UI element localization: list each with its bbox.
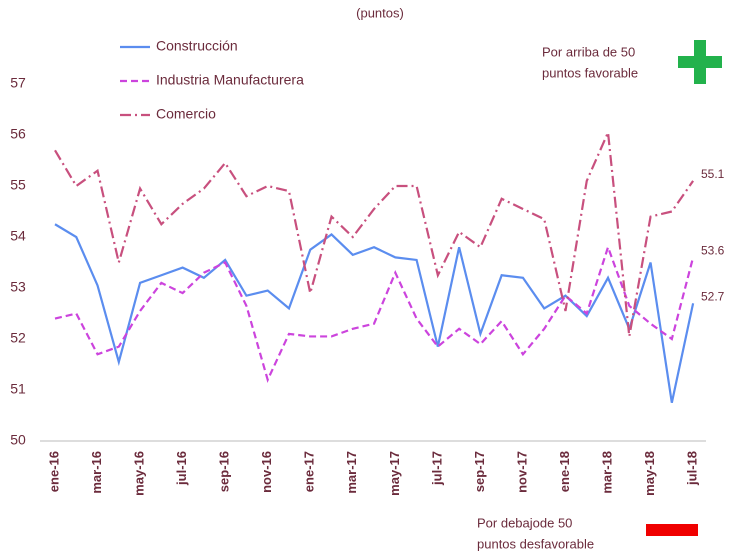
y-tick-label: 55 — [10, 177, 26, 193]
x-tick-label: mar-18 — [599, 451, 614, 494]
annotation: puntos desfavorable — [477, 536, 594, 551]
legend-label: Comercio — [156, 106, 216, 122]
y-tick-label: 52 — [10, 330, 26, 346]
annotation: puntos favorable — [542, 65, 638, 80]
x-tick-label: may-17 — [387, 451, 402, 496]
minus-icon — [646, 524, 698, 536]
plus-icon — [678, 40, 722, 84]
y-tick-label: 53 — [10, 279, 26, 295]
x-tick-label: sep-17 — [472, 451, 487, 492]
x-tick-label: may-18 — [642, 451, 657, 496]
x-tick-label: nov-16 — [259, 451, 274, 493]
series-line — [54, 128, 695, 337]
y-tick-label: 51 — [10, 381, 26, 397]
legend-label: Industria Manufacturera — [156, 72, 304, 88]
data-label: 53.6 — [701, 244, 725, 258]
x-tick-label: ene-16 — [46, 451, 61, 492]
x-tick-label: may-16 — [132, 451, 147, 496]
y-tick-label: 50 — [10, 432, 26, 448]
data-label: 52.7 — [701, 289, 725, 303]
annotation: Por debajode 50 — [477, 515, 572, 530]
y-tick-label: 57 — [10, 75, 26, 91]
x-tick-label: mar-16 — [89, 451, 104, 494]
chart-title: (puntos) — [356, 5, 404, 20]
x-tick-label: jul-16 — [174, 451, 189, 486]
data-label: 55.1 — [701, 167, 725, 181]
x-tick-label: ene-18 — [557, 451, 572, 492]
x-tick-label: nov-17 — [514, 451, 529, 493]
x-tick-label: jul-17 — [429, 451, 444, 486]
x-tick-label: jul-18 — [685, 451, 700, 486]
series-line — [54, 223, 695, 403]
annotation: Por arriba de 50 — [542, 44, 635, 59]
x-tick-label: mar-17 — [344, 451, 359, 494]
y-tick-label: 56 — [10, 126, 26, 142]
series-line — [54, 243, 695, 383]
legend-label: Construcción — [156, 38, 238, 54]
x-tick-label: sep-16 — [217, 451, 232, 492]
x-tick-label: ene-17 — [302, 451, 317, 492]
y-tick-label: 54 — [10, 228, 26, 244]
